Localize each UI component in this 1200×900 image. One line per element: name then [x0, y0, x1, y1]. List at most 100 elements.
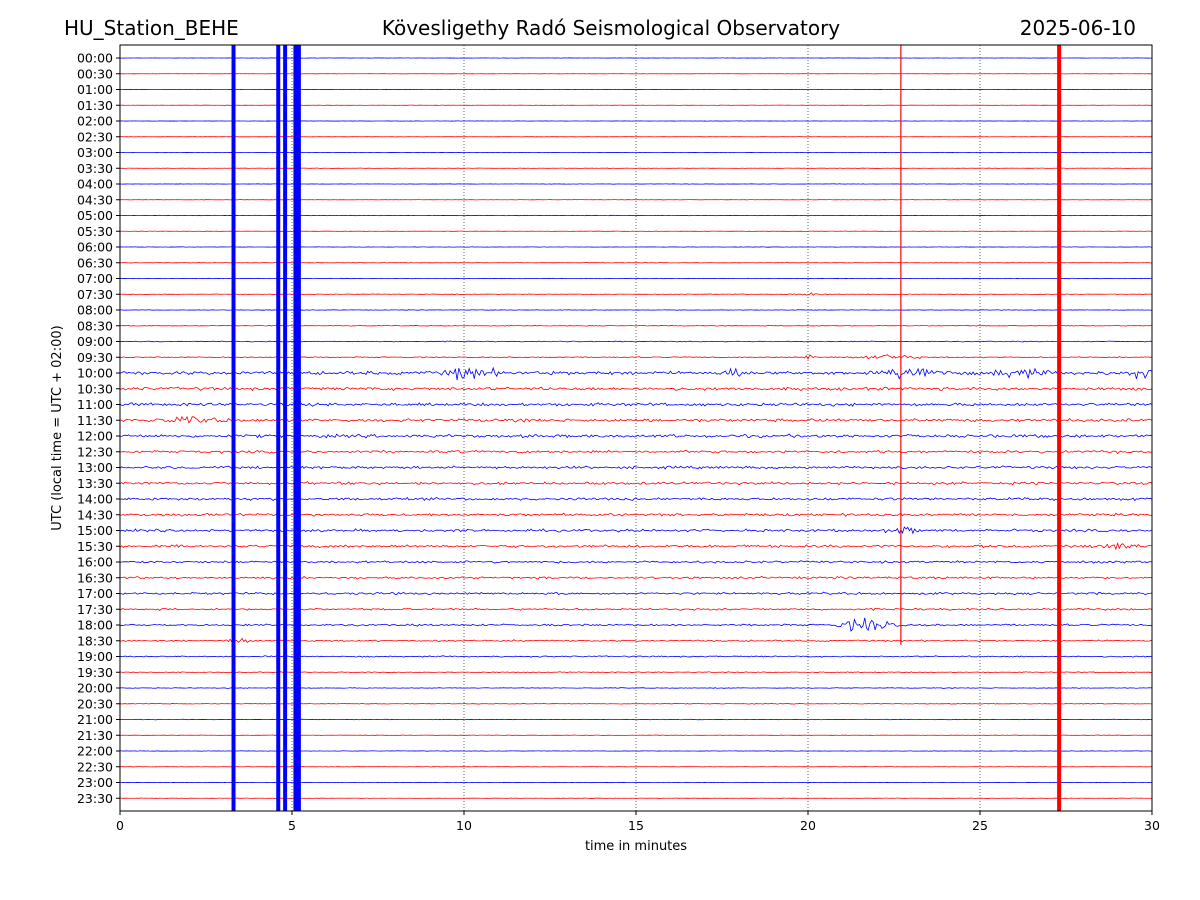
trace-0500 — [119, 214, 1153, 217]
y-tick-label: 05:30 — [77, 224, 113, 239]
y-tick-label: 12:30 — [77, 444, 113, 459]
y-tick-label: 02:30 — [77, 129, 113, 144]
y-tick-label: 18:00 — [77, 618, 113, 633]
y-tick-label: 11:00 — [77, 397, 113, 412]
trace-2200 — [119, 750, 1153, 752]
y-tick-label: 04:00 — [77, 177, 113, 192]
trace-1000 — [119, 366, 1153, 381]
trace-1030 — [119, 386, 1153, 392]
trace-1630 — [119, 575, 1153, 580]
y-tick-label: 08:30 — [77, 318, 113, 333]
y-tick-label: 09:00 — [77, 334, 113, 349]
y-tick-label: 21:30 — [77, 728, 113, 743]
trace-1600 — [119, 560, 1153, 564]
y-tick-labels: 00:0000:3001:0001:3002:0002:3003:0003:30… — [77, 51, 120, 806]
x-tick-label: 15 — [628, 818, 644, 833]
event-group — [231, 45, 1062, 811]
trace-0900 — [119, 340, 1153, 343]
x-tick-label: 0 — [116, 818, 124, 833]
trace-1400 — [119, 496, 1153, 502]
y-tick-label: 14:30 — [77, 507, 113, 522]
y-tick-label: 01:30 — [77, 98, 113, 113]
x-tick-label: 5 — [288, 818, 296, 833]
event-line — [1057, 45, 1062, 811]
x-tick-label: 10 — [456, 818, 472, 833]
trace-1530 — [119, 541, 1153, 551]
y-tick-label: 07:30 — [77, 287, 113, 302]
trace-1300 — [119, 465, 1153, 470]
y-tick-label: 16:00 — [77, 555, 113, 570]
event-line — [283, 45, 288, 811]
y-tick-label: 19:00 — [77, 649, 113, 664]
trace-1330 — [119, 481, 1153, 486]
trace-0730 — [119, 292, 1153, 296]
y-tick-label: 06:00 — [77, 240, 113, 255]
trace-1830 — [119, 637, 1153, 643]
y-tick-label: 01:00 — [77, 82, 113, 97]
y-tick-label: 10:30 — [77, 381, 113, 396]
y-tick-label: 13:30 — [77, 476, 113, 491]
trace-1700 — [119, 591, 1153, 596]
y-tick-label: 05:00 — [77, 208, 113, 223]
y-tick-label: 20:00 — [77, 681, 113, 696]
y-tick-label: 17:30 — [77, 602, 113, 617]
trace-2030 — [119, 702, 1153, 705]
trace-1430 — [119, 512, 1153, 517]
y-tick-label: 16:30 — [77, 570, 113, 585]
y-tick-label: 21:00 — [77, 712, 113, 727]
trace-1100 — [119, 402, 1153, 407]
trace-0830 — [119, 324, 1153, 327]
y-tick-label: 04:30 — [77, 192, 113, 207]
event-line — [296, 45, 301, 811]
y-tick-label: 15:00 — [77, 523, 113, 538]
x-tick-label: 25 — [972, 818, 988, 833]
trace-1930 — [119, 671, 1153, 674]
y-tick-label: 23:30 — [77, 791, 113, 806]
y-tick-label: 12:00 — [77, 429, 113, 444]
y-tick-label: 18:30 — [77, 633, 113, 648]
trace-1500 — [119, 526, 1153, 535]
trace-2130 — [119, 734, 1153, 736]
trace-2100 — [119, 718, 1153, 721]
trace-1230 — [119, 449, 1153, 455]
y-tick-label: 22:00 — [77, 744, 113, 759]
date-title: 2025-06-10 — [1020, 16, 1136, 40]
trace-1900 — [119, 655, 1153, 658]
observatory-title: Kövesligethy Radó Seismological Observat… — [382, 16, 840, 40]
y-tick-label: 02:00 — [77, 114, 113, 129]
x-tick-label: 20 — [800, 818, 816, 833]
station-title: HU_Station_BEHE — [64, 16, 239, 40]
y-tick-label: 11:30 — [77, 413, 113, 428]
y-tick-label: 19:30 — [77, 665, 113, 680]
y-tick-label: 23:00 — [77, 775, 113, 790]
y-axis-label: UTC (local time = UTC + 02:00) — [50, 325, 65, 530]
y-tick-label: 03:30 — [77, 161, 113, 176]
y-tick-label: 13:00 — [77, 460, 113, 475]
y-tick-label: 09:30 — [77, 350, 113, 365]
x-tick-label: 30 — [1144, 818, 1160, 833]
y-tick-label: 17:00 — [77, 586, 113, 601]
y-tick-label: 14:00 — [77, 492, 113, 507]
trace-1200 — [119, 433, 1153, 439]
event-line — [293, 45, 298, 811]
y-tick-label: 20:30 — [77, 696, 113, 711]
y-tick-label: 06:30 — [77, 255, 113, 270]
trace-1130 — [119, 415, 1153, 424]
y-tick-label: 07:00 — [77, 271, 113, 286]
y-tick-label: 22:30 — [77, 759, 113, 774]
trace-1800 — [119, 617, 1153, 632]
y-tick-label: 10:00 — [77, 366, 113, 381]
trace-1730 — [119, 607, 1153, 612]
trace-2000 — [119, 687, 1153, 689]
y-tick-label: 15:30 — [77, 539, 113, 554]
event-line — [276, 45, 281, 811]
trace-0930 — [119, 354, 1153, 360]
event-line — [231, 45, 236, 811]
x-tick-labels: 0 5 10 15 20 25 30 — [116, 811, 1160, 833]
y-tick-label: 08:00 — [77, 303, 113, 318]
trace-group — [119, 57, 1153, 799]
x-axis-label: time in minutes — [585, 839, 687, 854]
y-tick-label: 03:00 — [77, 145, 113, 160]
